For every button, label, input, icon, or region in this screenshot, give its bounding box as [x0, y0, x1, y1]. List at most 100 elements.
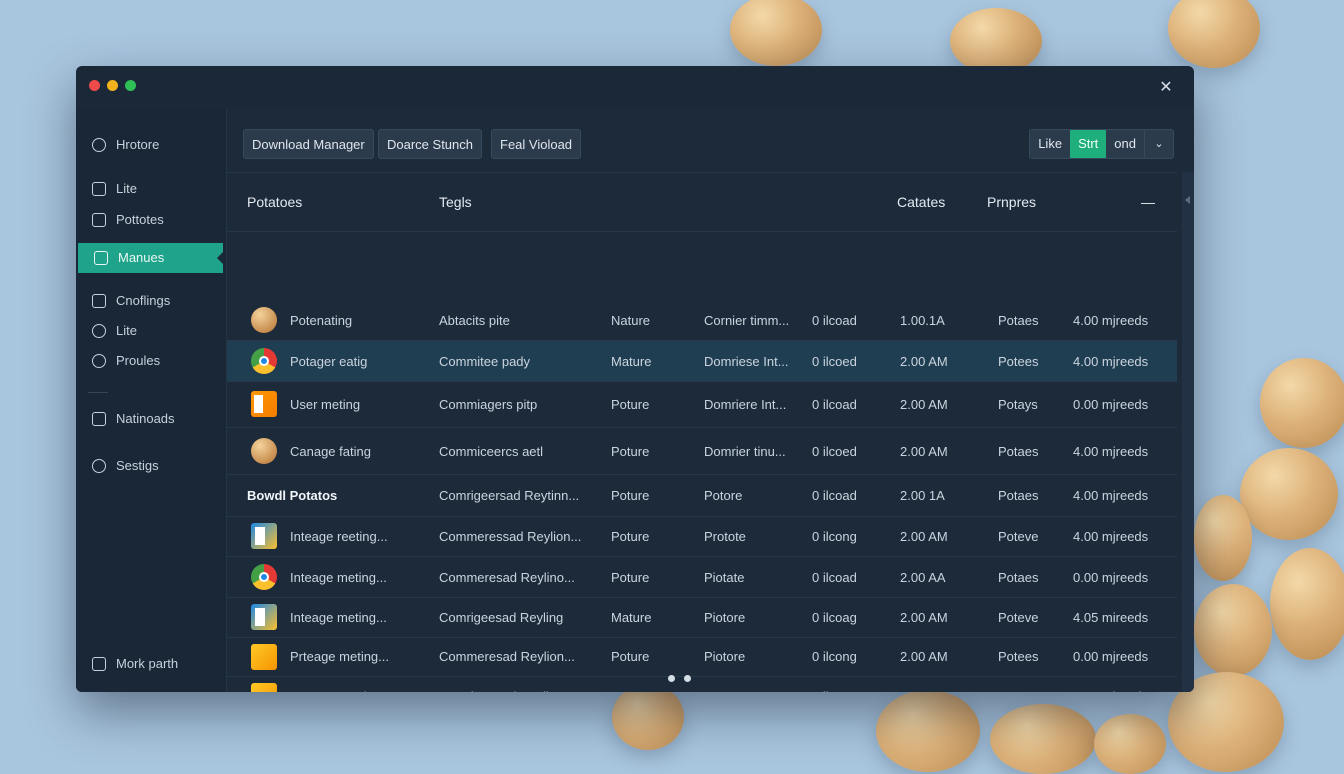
- vertical-scrollbar[interactable]: [1182, 172, 1194, 692]
- row-name: Potenating: [290, 312, 353, 328]
- row-cell: 0 ilcoed: [812, 353, 857, 369]
- row-name: Prteage meting...: [290, 649, 389, 664]
- column-header-prnpres[interactable]: Prnpres: [987, 194, 1037, 210]
- row-cell: Poture: [611, 649, 650, 664]
- sidebar-item-manues[interactable]: Manues: [78, 243, 224, 273]
- row-cell: 0 ilcoed: [812, 443, 857, 459]
- history-icon: [92, 354, 106, 368]
- row-cell: 4.00 mjreeds: [1073, 353, 1149, 369]
- sidebar-item-hrotore[interactable]: Hrotore: [76, 130, 224, 160]
- sidebar-item-sestigs[interactable]: Sestigs: [76, 451, 224, 481]
- download-manager-button[interactable]: Download Manager: [243, 129, 374, 159]
- row-cell: 0 ilcong: [812, 649, 857, 664]
- row-cell: Domrier tinu...: [704, 443, 786, 459]
- feal-vioload-button[interactable]: Feal Vioload: [491, 129, 582, 159]
- row-cell: Poture: [611, 528, 650, 544]
- row-cell: Potaes: [998, 569, 1039, 585]
- minimize-window-dot[interactable]: [107, 80, 118, 91]
- background-potato: [1194, 584, 1272, 676]
- maximize-window-dot[interactable]: [125, 80, 136, 91]
- row-name: Inteage meting...: [290, 609, 387, 625]
- sidebar-item-label: Manues: [118, 250, 165, 265]
- sidebar-item-label: Lite: [116, 181, 137, 196]
- like-segment[interactable]: Like: [1030, 130, 1071, 158]
- column-header-potatoes[interactable]: Potatoes: [247, 194, 303, 210]
- column-header-tegls[interactable]: Tegls: [439, 194, 472, 210]
- row-cell: 2.00 1A: [900, 487, 945, 503]
- row-cell: Potaes: [998, 676, 1038, 693]
- row-cell: Protote: [704, 528, 746, 544]
- row-cell: Poture: [611, 569, 650, 585]
- column-menu[interactable]: —: [1141, 194, 1155, 210]
- background-potato: [1270, 548, 1344, 660]
- row-cell: 0.00 mjreeds: [1073, 396, 1149, 412]
- row-cell: 2.00 AM: [900, 443, 948, 459]
- close-icon[interactable]: [1156, 76, 1176, 96]
- background-potato: [1094, 714, 1166, 774]
- sidebar-item-natinoads[interactable]: Natinoads: [76, 404, 224, 434]
- row-cell: 0.00 mjreeds: [1073, 569, 1149, 585]
- row-cell: Potees: [998, 649, 1039, 664]
- document-icon: [251, 604, 277, 630]
- row-cell: 4.00 mjreeds: [1073, 528, 1149, 544]
- background-potato: [730, 0, 822, 66]
- sidebar-item-lite[interactable]: Lite: [76, 174, 224, 204]
- table-row[interactable]: Prteage meting... Commeresad Reylion... Po…: [227, 637, 1177, 677]
- start-segment[interactable]: Strt: [1070, 130, 1107, 158]
- close-window-dot[interactable]: [89, 80, 100, 91]
- download-manager-window: Hrotore Lite Pottotes Manues Cnoflings L…: [76, 66, 1194, 692]
- table-row[interactable]: Inteage reeting... Commeressad Reylion...…: [227, 516, 1177, 557]
- list-icon: [92, 657, 106, 671]
- table-row[interactable]: Inteage meting... Comrigeesad Reyling Matu…: [227, 597, 1177, 638]
- row-cell: Poteve: [998, 528, 1039, 544]
- row-cell: 4.00 mjreeds: [1073, 487, 1149, 503]
- chevron-down-icon[interactable]: ⌄: [1144, 130, 1173, 158]
- row-cell: 4.00 mjreeds: [1073, 443, 1149, 459]
- row-cell: Piotore: [704, 609, 746, 625]
- ond-segment[interactable]: ond: [1106, 130, 1144, 158]
- row-cell: Potaes: [998, 443, 1039, 459]
- table-header: Potatoes Tegls Catates Prnpres —: [227, 172, 1177, 232]
- sidebar: Hrotore Lite Pottotes Manues Cnoflings L…: [76, 108, 227, 692]
- table-row[interactable]: Potager eatig Commitee pady Mature Domriese…: [227, 341, 1177, 382]
- doarce-stunch-button[interactable]: Doarce Stunch: [378, 129, 482, 159]
- table-row[interactable]: Potenating Abtacits pite Nature Cornier tim…: [227, 300, 1177, 341]
- row-cell: Commiceercs aetl: [439, 443, 544, 459]
- row-cell: 1.00.1A: [900, 312, 945, 328]
- table-row[interactable]: Poteage meting... Comrigeesad Reylion. Nat…: [227, 676, 1177, 692]
- row-cell: Comrigeersad Reytinn...: [439, 487, 580, 503]
- row-cell: 2.00 AM: [900, 353, 948, 369]
- row-cell: 5.00 mjreeds: [1073, 676, 1148, 693]
- folder-icon: [94, 251, 108, 265]
- sidebar-item-lite-2[interactable]: Lite: [76, 316, 224, 346]
- scroll-arrow-icon[interactable]: [1185, 196, 1190, 204]
- page-dot-1[interactable]: [668, 675, 675, 682]
- sidebar-item-proules[interactable]: Proules: [76, 346, 224, 376]
- chrome-icon: [251, 564, 277, 590]
- table-group-row[interactable]: Bowdl Potatos Comrigeersad Reytinn... Potu…: [227, 474, 1177, 517]
- table-row[interactable]: Inteage meting... Commeresad Reylino... Po…: [227, 557, 1177, 598]
- row-cell: 4.05 mireeds: [1073, 609, 1149, 625]
- page-dot-2[interactable]: [684, 675, 691, 682]
- row-cell: Abtacits pite: [439, 312, 510, 328]
- table-row[interactable]: Canage fating Commiceercs aetl Poture Domri…: [227, 428, 1177, 475]
- row-cell: Potaes: [998, 487, 1039, 503]
- background-potato: [1240, 448, 1338, 540]
- row-cell: Mature: [611, 353, 652, 369]
- sidebar-item-mork-parth[interactable]: Mork parth: [76, 649, 224, 679]
- box-icon: [251, 643, 277, 670]
- row-cell: Potore: [704, 487, 743, 503]
- table-row[interactable]: User meting Commiagers pitp Poture Domriere…: [227, 381, 1177, 428]
- sidebar-item-pottotes[interactable]: Pottotes: [76, 205, 224, 235]
- sidebar-item-label: Mork parth: [116, 656, 179, 671]
- sidebar-item-label: Proules: [116, 353, 161, 368]
- sidebar-item-cnoflings[interactable]: Cnoflings: [76, 286, 224, 316]
- row-name: Canage fating: [290, 443, 371, 459]
- column-header-catates[interactable]: Catates: [897, 194, 946, 210]
- background-potato: [1168, 0, 1260, 68]
- row-cell: 0 ilcoad: [812, 396, 857, 412]
- segmented-control: Like Strt ond ⌄: [1029, 129, 1174, 159]
- row-cell: Commeresad Reylion...: [439, 649, 575, 664]
- office-icon: [251, 391, 277, 417]
- row-cell: Comrigeesad Reylion.: [439, 676, 567, 693]
